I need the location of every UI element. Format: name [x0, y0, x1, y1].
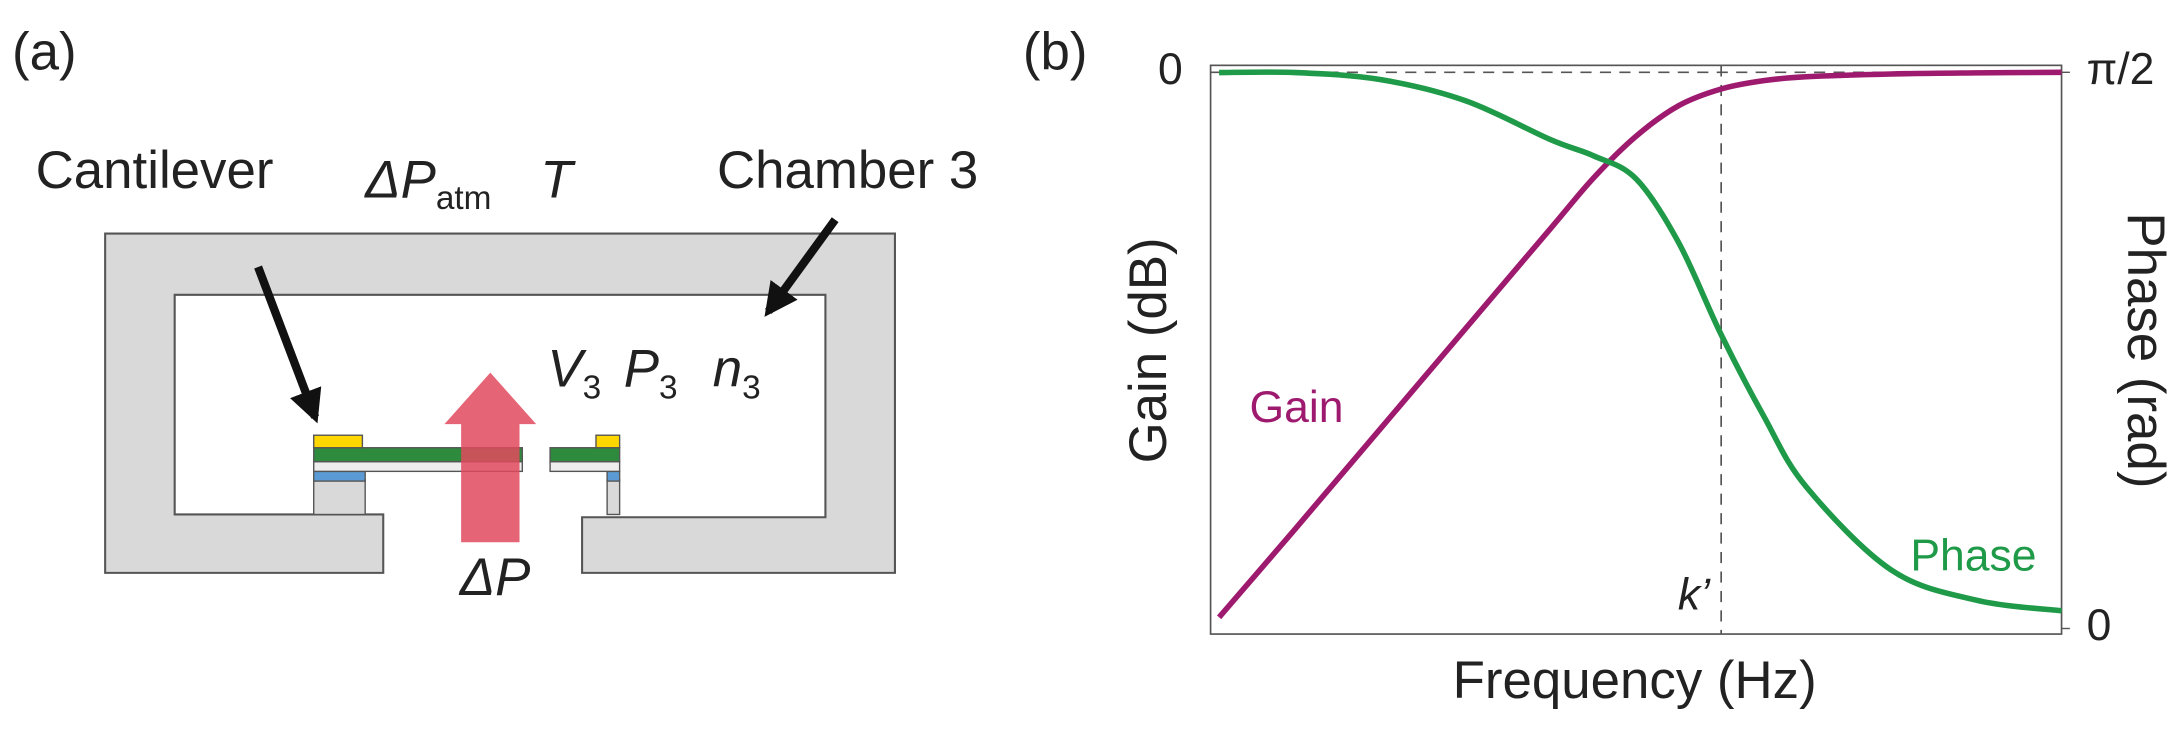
- plot-frame: [1209, 64, 2063, 635]
- annotation: k’: [1678, 571, 1711, 620]
- layer-blue: [606, 470, 621, 482]
- series-line: [1216, 69, 2062, 620]
- label-moles: n3: [713, 340, 761, 407]
- subscript: atm: [436, 180, 492, 217]
- panel-label: (a): [12, 23, 77, 82]
- chamber-wall: [104, 232, 896, 574]
- cantilever-layer: [549, 447, 621, 463]
- label-chamber: Chamber 3: [717, 141, 978, 200]
- pointer-arrow: [254, 265, 322, 424]
- label-volume: V3: [547, 340, 601, 407]
- series-label: Phase: [1910, 532, 2036, 581]
- subscript: 3: [583, 369, 602, 406]
- series-label: Gain: [1250, 383, 1344, 432]
- pedestal: [606, 479, 621, 516]
- y2-tick-label: π/2: [2087, 45, 2155, 94]
- pressure-arrow: [444, 372, 537, 543]
- subscript: 3: [742, 369, 761, 406]
- label-pressure: P3: [624, 340, 678, 407]
- panel-label: (b): [1023, 23, 1088, 82]
- electrode: [313, 434, 364, 449]
- pointer-arrow: [764, 217, 839, 317]
- label-ambient-pressure: ΔPatm: [363, 150, 491, 217]
- symbol: P: [624, 340, 659, 399]
- electrode: [595, 434, 621, 449]
- label-temperature: T: [540, 150, 576, 209]
- symbol: n: [713, 340, 742, 399]
- subscript: 3: [659, 369, 678, 406]
- x-axis-label: Frequency (Hz): [1453, 651, 1817, 710]
- label-pressure-difference: ΔP: [458, 548, 531, 607]
- y-axis-label: Gain (dB): [1119, 237, 1178, 463]
- y2-tick-label: 0: [2087, 601, 2112, 650]
- y-tick-label: 0: [1158, 45, 1183, 94]
- layer-blue: [313, 470, 366, 482]
- substrate: [549, 460, 621, 473]
- symbol: ΔP: [363, 150, 436, 209]
- symbol: V: [547, 340, 587, 399]
- y2-axis-label: Phase (rad): [2116, 212, 2175, 488]
- pedestal: [313, 479, 366, 516]
- label-cantilever: Cantilever: [36, 141, 274, 200]
- series-line: [1219, 69, 2062, 614]
